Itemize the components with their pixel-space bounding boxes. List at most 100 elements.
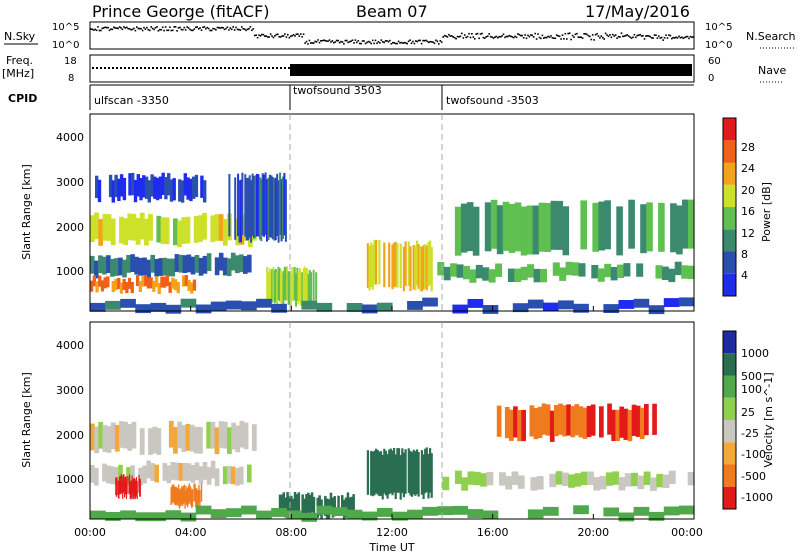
heatmap-cell xyxy=(177,484,180,503)
heatmap-cell xyxy=(295,273,297,307)
nsky-point xyxy=(471,33,473,35)
heatmap-cell xyxy=(521,409,526,442)
heatmap-cell xyxy=(424,244,427,289)
heatmap-cell xyxy=(173,218,178,246)
nsky-point xyxy=(612,33,614,36)
heatmap-cell xyxy=(430,453,433,498)
nsky-point xyxy=(133,27,135,30)
nsky-point xyxy=(182,28,184,31)
heatmap-cell xyxy=(106,255,111,273)
heatmap-cell xyxy=(495,263,503,277)
heatmap-cell xyxy=(396,448,399,493)
heatmap-cell xyxy=(271,176,274,240)
nsky-point xyxy=(154,26,157,29)
nsky-point xyxy=(649,35,651,38)
heatmap-cell xyxy=(210,509,227,519)
heatmap-cell xyxy=(527,509,544,519)
heatmap-cell xyxy=(127,424,133,451)
nsky-point xyxy=(304,42,306,44)
heatmap-cell xyxy=(578,263,586,277)
heatmap-cell xyxy=(526,205,534,255)
heatmap-cell xyxy=(287,271,290,305)
nsky-point xyxy=(196,26,198,28)
velocity-ylabel: Slant Range [km] xyxy=(20,372,33,468)
nsky-point xyxy=(594,33,597,36)
heatmap-cell xyxy=(120,510,136,520)
heatmap-cell xyxy=(157,282,161,294)
heatmap-cell xyxy=(190,256,196,275)
nsky-point xyxy=(328,39,331,41)
nsky-point xyxy=(140,27,142,30)
heatmap-cell xyxy=(214,214,220,241)
heatmap-cell xyxy=(192,279,197,291)
nsky-point xyxy=(643,38,646,40)
heatmap-cell xyxy=(430,246,433,292)
power-cbar-tick-8: 8 xyxy=(741,248,748,261)
heatmap-cell xyxy=(378,451,381,497)
power-cbar-segment xyxy=(723,207,736,230)
heatmap-cell xyxy=(132,481,134,500)
nsky-point xyxy=(576,32,578,35)
heatmap-cell xyxy=(126,255,131,273)
heatmap-cell xyxy=(337,495,340,516)
heatmap-cell xyxy=(174,254,180,272)
nsky-point xyxy=(481,32,483,35)
power-cbar-segment xyxy=(723,162,736,185)
nsky-point xyxy=(200,29,203,31)
heatmap-cell xyxy=(186,489,189,508)
nsky-point xyxy=(169,26,171,28)
nsky-point xyxy=(207,27,210,30)
velocity-ytick-1000: 1000 xyxy=(56,473,84,486)
nsky-point xyxy=(538,36,541,39)
heatmap-cell xyxy=(482,305,499,314)
nsky-point xyxy=(429,40,431,43)
heatmap-cell xyxy=(452,505,469,515)
nsky-point xyxy=(176,30,178,32)
nsky-point xyxy=(676,37,679,39)
heatmap-cell xyxy=(373,240,376,285)
nsky-point xyxy=(373,42,375,45)
heatmap-cell xyxy=(122,177,127,201)
heatmap-cell xyxy=(176,282,180,294)
heatmap-cell xyxy=(420,246,423,292)
nsky-point xyxy=(468,32,470,35)
nsky-point xyxy=(310,42,312,44)
nsky-point xyxy=(284,33,286,35)
heatmap-cell xyxy=(193,216,199,243)
nsky-point xyxy=(484,37,486,39)
heatmap-cell xyxy=(241,172,244,235)
heatmap-cell xyxy=(235,425,241,453)
nsky-point xyxy=(325,40,328,42)
heatmap-cell xyxy=(146,277,151,289)
nsky-point xyxy=(689,35,692,38)
nsky-point xyxy=(514,35,516,38)
power-cbar-segment xyxy=(723,251,736,274)
heatmap-cell xyxy=(618,300,635,309)
nsky-point xyxy=(660,36,663,39)
nsky-point xyxy=(275,33,278,36)
heatmap-cell xyxy=(90,280,94,292)
heatmap-cell xyxy=(251,173,254,236)
nsky-point xyxy=(459,35,462,38)
heatmap-cell xyxy=(422,506,438,516)
heatmap-cell xyxy=(580,471,588,485)
heatmap-cell xyxy=(454,470,462,484)
nsky-point xyxy=(218,26,220,29)
nsky-point xyxy=(292,34,295,36)
nsky-point xyxy=(315,41,318,43)
heatmap-cell xyxy=(384,450,387,496)
nsky-point xyxy=(675,36,677,39)
beam-label: Beam 07 xyxy=(356,2,428,21)
nsky-point xyxy=(364,42,367,45)
nsky-point xyxy=(115,27,118,29)
nsky-point xyxy=(166,29,168,32)
heatmap-cell xyxy=(361,511,378,521)
heatmap-cell xyxy=(280,269,282,303)
heatmap-cell xyxy=(222,466,228,485)
heatmap-cell xyxy=(603,507,620,517)
nsky-point xyxy=(100,29,102,32)
heatmap-cell xyxy=(187,279,191,291)
heatmap-cell xyxy=(661,266,669,280)
heatmap-cell xyxy=(561,472,569,486)
nsky-point xyxy=(317,39,319,41)
